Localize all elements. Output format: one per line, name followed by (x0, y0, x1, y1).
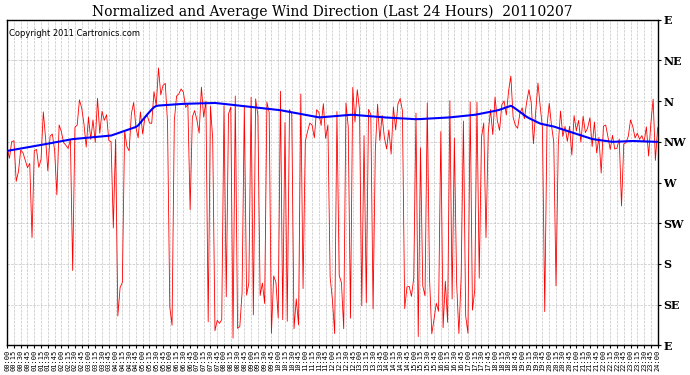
Text: Copyright 2011 Cartronics.com: Copyright 2011 Cartronics.com (9, 30, 140, 39)
Title: Normalized and Average Wind Direction (Last 24 Hours)  20110207: Normalized and Average Wind Direction (L… (92, 4, 573, 18)
